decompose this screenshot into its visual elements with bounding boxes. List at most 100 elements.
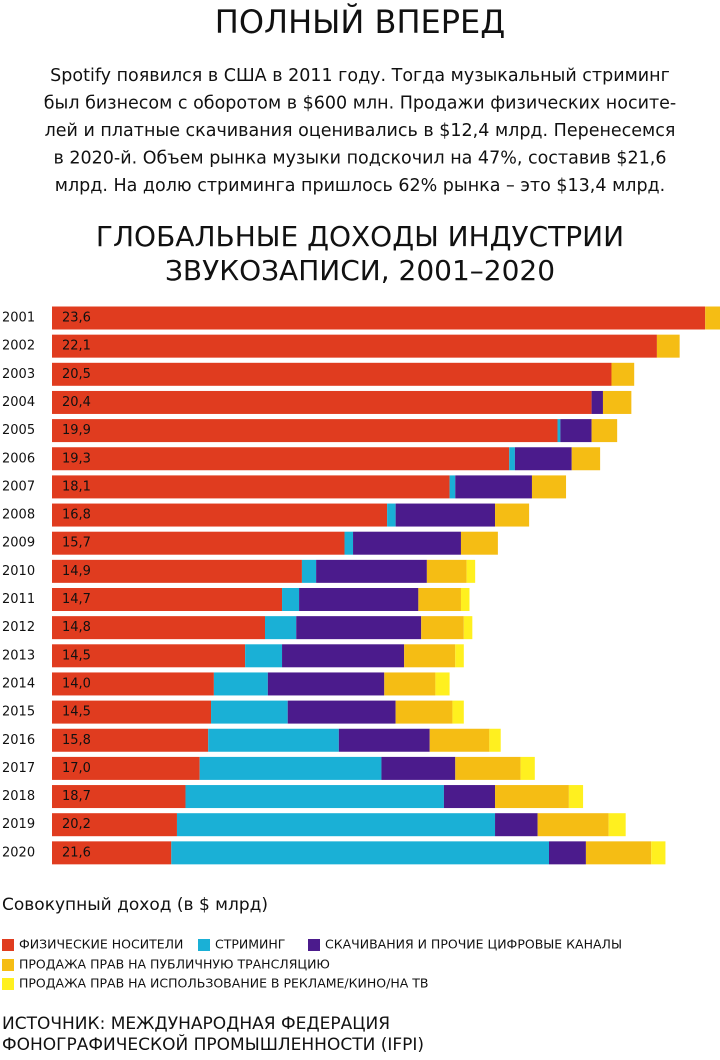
y-tick-label: 2009 bbox=[2, 536, 35, 551]
total-label: 18,1 bbox=[62, 479, 91, 494]
bar-segment bbox=[338, 728, 430, 752]
total-label: 22,1 bbox=[62, 339, 91, 354]
bar-segment bbox=[52, 841, 172, 865]
bar-segment bbox=[52, 362, 612, 386]
bar-segment bbox=[429, 728, 490, 752]
bar-segment bbox=[282, 588, 300, 611]
y-tick-label: 2012 bbox=[2, 620, 35, 635]
bar-segment bbox=[591, 390, 603, 414]
y-tick-label: 2004 bbox=[2, 395, 35, 410]
bar-segment bbox=[171, 841, 549, 865]
bar-segment bbox=[52, 334, 657, 358]
intro-line: лей и платные скачивания оценивались в $… bbox=[45, 121, 676, 141]
intro-line: в 2020-й. Объем рынка музыки подскочил н… bbox=[54, 149, 667, 169]
bar-segment bbox=[466, 559, 476, 583]
total-label: 19,9 bbox=[62, 423, 91, 438]
y-tick-label: 2018 bbox=[2, 789, 35, 804]
total-label: 23,6 bbox=[62, 311, 91, 326]
total-label: 14,7 bbox=[62, 592, 91, 607]
bar-segment bbox=[316, 559, 427, 583]
bar-segment bbox=[52, 559, 302, 583]
legend-label: ФИЗИЧЕСКИЕ НОСИТЕЛИ bbox=[19, 937, 183, 952]
bar-segment bbox=[495, 503, 530, 527]
bar-segment bbox=[395, 503, 496, 527]
bar-segment bbox=[443, 785, 496, 809]
bar-segment bbox=[52, 672, 214, 696]
total-label: 20,2 bbox=[62, 817, 91, 832]
bar-segment bbox=[287, 700, 396, 724]
total-label: 14,5 bbox=[62, 648, 91, 663]
total-label: 18,7 bbox=[62, 789, 91, 804]
y-tick-label: 2014 bbox=[2, 676, 35, 691]
bar-segment bbox=[353, 531, 461, 555]
bar-segment bbox=[455, 644, 464, 668]
bar-segment bbox=[611, 362, 635, 386]
bar-segment bbox=[381, 756, 456, 780]
chart-title: ЗВУКОЗАПИСИ, 2001–2020 bbox=[165, 254, 555, 287]
bar-segment bbox=[199, 756, 382, 780]
bar-segment bbox=[705, 306, 720, 330]
y-tick-label: 2006 bbox=[2, 451, 35, 466]
bar-segment bbox=[384, 672, 436, 696]
bar-segment bbox=[537, 813, 609, 837]
bar-segment bbox=[404, 644, 456, 668]
bar-segment bbox=[52, 644, 246, 668]
total-label: 19,3 bbox=[62, 451, 91, 466]
y-tick-label: 2019 bbox=[2, 817, 35, 832]
y-tick-label: 2007 bbox=[2, 479, 35, 494]
bar-segment bbox=[52, 419, 558, 443]
bar-segment bbox=[265, 616, 297, 640]
bar-segment bbox=[52, 390, 592, 414]
total-label: 20,4 bbox=[62, 395, 91, 410]
bar-segment bbox=[52, 503, 388, 527]
y-tick-label: 2001 bbox=[2, 311, 35, 326]
bar-segment bbox=[208, 728, 339, 752]
total-label: 14,8 bbox=[62, 620, 91, 635]
bar-segment bbox=[460, 588, 470, 611]
total-label: 15,7 bbox=[62, 536, 91, 551]
source: ФОНОГРАФИЧЕСКОЙ ПРОМЫШЛЕННОСТИ (IFPI) bbox=[2, 1033, 424, 1055]
bar-segment bbox=[211, 700, 288, 724]
bar-segment bbox=[267, 672, 385, 696]
bar-segment bbox=[460, 531, 498, 555]
total-label: 16,8 bbox=[62, 508, 91, 523]
legend-swatch bbox=[198, 939, 210, 951]
note: Совокупный доход (в $ млрд) bbox=[2, 895, 268, 915]
total-label: 21,6 bbox=[62, 845, 91, 860]
bar-segment bbox=[608, 813, 626, 837]
bar-segment bbox=[395, 700, 453, 724]
bar-segment bbox=[602, 390, 632, 414]
bar-segment bbox=[509, 447, 515, 471]
bar-segment bbox=[213, 672, 268, 696]
bar-segment bbox=[489, 728, 501, 752]
bar-segment bbox=[282, 644, 405, 668]
y-tick-label: 2002 bbox=[2, 339, 35, 354]
intro-line: Spotify появился в США в 2011 году. Тогд… bbox=[50, 66, 670, 86]
total-label: 14,5 bbox=[62, 705, 91, 720]
bar-segment bbox=[52, 306, 706, 330]
bar-segment bbox=[455, 756, 521, 780]
bar-segment bbox=[452, 700, 464, 724]
y-tick-label: 2003 bbox=[2, 367, 35, 382]
bar-segment bbox=[245, 644, 283, 668]
legend-swatch bbox=[2, 978, 14, 990]
bar-segment bbox=[52, 475, 450, 499]
bar-segment bbox=[435, 672, 450, 696]
intro-line: был бизнесом с оборотом в $600 млн. Прод… bbox=[44, 94, 676, 114]
bar-segment bbox=[387, 503, 396, 527]
bar-segment bbox=[651, 841, 666, 865]
legend-label: СТРИМИНГ bbox=[215, 937, 285, 952]
bar-segment bbox=[426, 559, 467, 583]
bar-segment bbox=[455, 475, 532, 499]
bar-segment bbox=[591, 419, 618, 443]
headline: ПОЛНЫЙ ВПЕРЕД bbox=[215, 3, 505, 41]
legend-label: ПРОДАЖА ПРАВ НА ИСПОЛЬЗОВАНИЕ В РЕКЛАМЕ/… bbox=[19, 976, 428, 991]
bar-segment bbox=[571, 447, 601, 471]
total-label: 20,5 bbox=[62, 367, 91, 382]
bar-segment bbox=[176, 813, 496, 837]
legend-swatch bbox=[2, 959, 14, 971]
total-label: 14,9 bbox=[62, 564, 91, 579]
bar-segment bbox=[52, 728, 209, 752]
total-label: 15,8 bbox=[62, 733, 91, 748]
bar-segment bbox=[656, 334, 680, 358]
